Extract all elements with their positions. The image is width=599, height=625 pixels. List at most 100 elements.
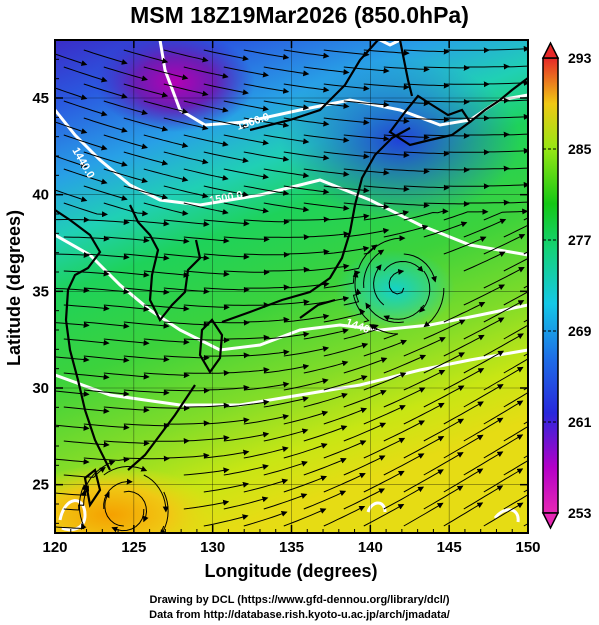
streamline — [183, 304, 230, 311]
streamline — [63, 406, 110, 414]
streamline — [323, 213, 370, 221]
streamline — [423, 418, 465, 442]
streamline — [83, 423, 130, 431]
streamline — [463, 384, 504, 408]
streamline — [352, 288, 370, 323]
sakhalin-coast — [398, 40, 414, 97]
streamline — [483, 45, 528, 52]
streamline — [55, 458, 90, 465]
streamline — [143, 372, 190, 379]
streamline — [403, 337, 446, 357]
streamline — [183, 270, 230, 277]
streamline — [423, 98, 470, 105]
streamline — [423, 64, 470, 71]
streamline — [123, 185, 169, 200]
streamline — [103, 66, 148, 82]
map-title: MSM 18Z19Mar2026 (850.0hPa) — [130, 2, 469, 28]
streamline — [263, 396, 309, 408]
streamline — [223, 269, 270, 276]
streamline — [463, 284, 505, 306]
streamline — [83, 253, 130, 260]
streamline — [83, 185, 128, 201]
streamline — [63, 202, 108, 218]
streamline — [503, 133, 528, 136]
height-contour-line — [366, 501, 387, 513]
streamline — [203, 219, 250, 227]
streamline — [183, 337, 230, 344]
streamline — [203, 49, 249, 62]
streamline — [103, 478, 133, 510]
streamline — [123, 355, 170, 363]
streamline — [503, 99, 528, 102]
streamline — [419, 270, 431, 313]
streamline — [55, 523, 87, 530]
streamline — [55, 287, 90, 294]
streamline — [283, 378, 329, 391]
streamline — [483, 267, 525, 289]
streamline — [483, 181, 528, 188]
streamline — [103, 465, 148, 476]
streamline — [103, 372, 150, 380]
streamline — [83, 355, 130, 363]
streamline — [343, 66, 390, 74]
streamline — [483, 502, 524, 527]
streamline — [143, 338, 190, 345]
streamline — [203, 319, 250, 326]
streamline — [503, 65, 528, 68]
streamline — [83, 219, 130, 226]
streamline — [123, 117, 169, 132]
streamline — [363, 185, 410, 192]
streamline — [503, 358, 528, 374]
streamline — [383, 202, 430, 209]
streamline — [323, 185, 370, 194]
streamline — [263, 168, 310, 179]
streamline — [183, 100, 229, 113]
streamline — [243, 413, 290, 425]
streamline — [503, 224, 528, 238]
streamline — [243, 316, 290, 323]
streamline — [463, 485, 504, 510]
y-tick-label: 35 — [32, 283, 49, 300]
streamline — [383, 304, 425, 321]
streamline — [403, 150, 450, 157]
streamline — [363, 210, 410, 221]
streamline — [483, 468, 524, 493]
streamline — [363, 437, 406, 459]
streamline — [343, 357, 388, 374]
streamline — [483, 400, 524, 425]
streamline — [483, 79, 528, 86]
streamline — [403, 402, 445, 425]
streamline — [323, 472, 366, 493]
streamline — [103, 236, 150, 244]
streamline — [403, 370, 446, 391]
streamline — [363, 117, 410, 124]
streamline — [203, 185, 249, 198]
streamline — [403, 116, 450, 123]
streamline — [123, 490, 149, 523]
streamline — [483, 366, 524, 391]
streamline — [203, 286, 250, 293]
streamline — [263, 460, 308, 476]
streamline — [323, 49, 370, 58]
colorbar-label: 277 — [568, 232, 592, 248]
streamline — [163, 151, 209, 165]
streamline — [63, 270, 110, 277]
streamline — [103, 100, 148, 116]
streamline — [55, 390, 90, 397]
streamline — [403, 208, 449, 221]
streamline — [383, 66, 430, 73]
streamline — [223, 66, 269, 78]
streamline — [123, 83, 169, 98]
streamline — [483, 434, 524, 459]
x-tick-label: 135 — [279, 539, 304, 556]
streamline — [63, 338, 110, 346]
streamline — [203, 514, 249, 527]
streamline — [383, 260, 424, 273]
streamline — [243, 218, 290, 225]
streamline — [423, 166, 470, 173]
streamline — [103, 338, 150, 346]
streamline — [55, 155, 88, 168]
streamline — [363, 249, 385, 289]
streamline — [283, 443, 328, 459]
